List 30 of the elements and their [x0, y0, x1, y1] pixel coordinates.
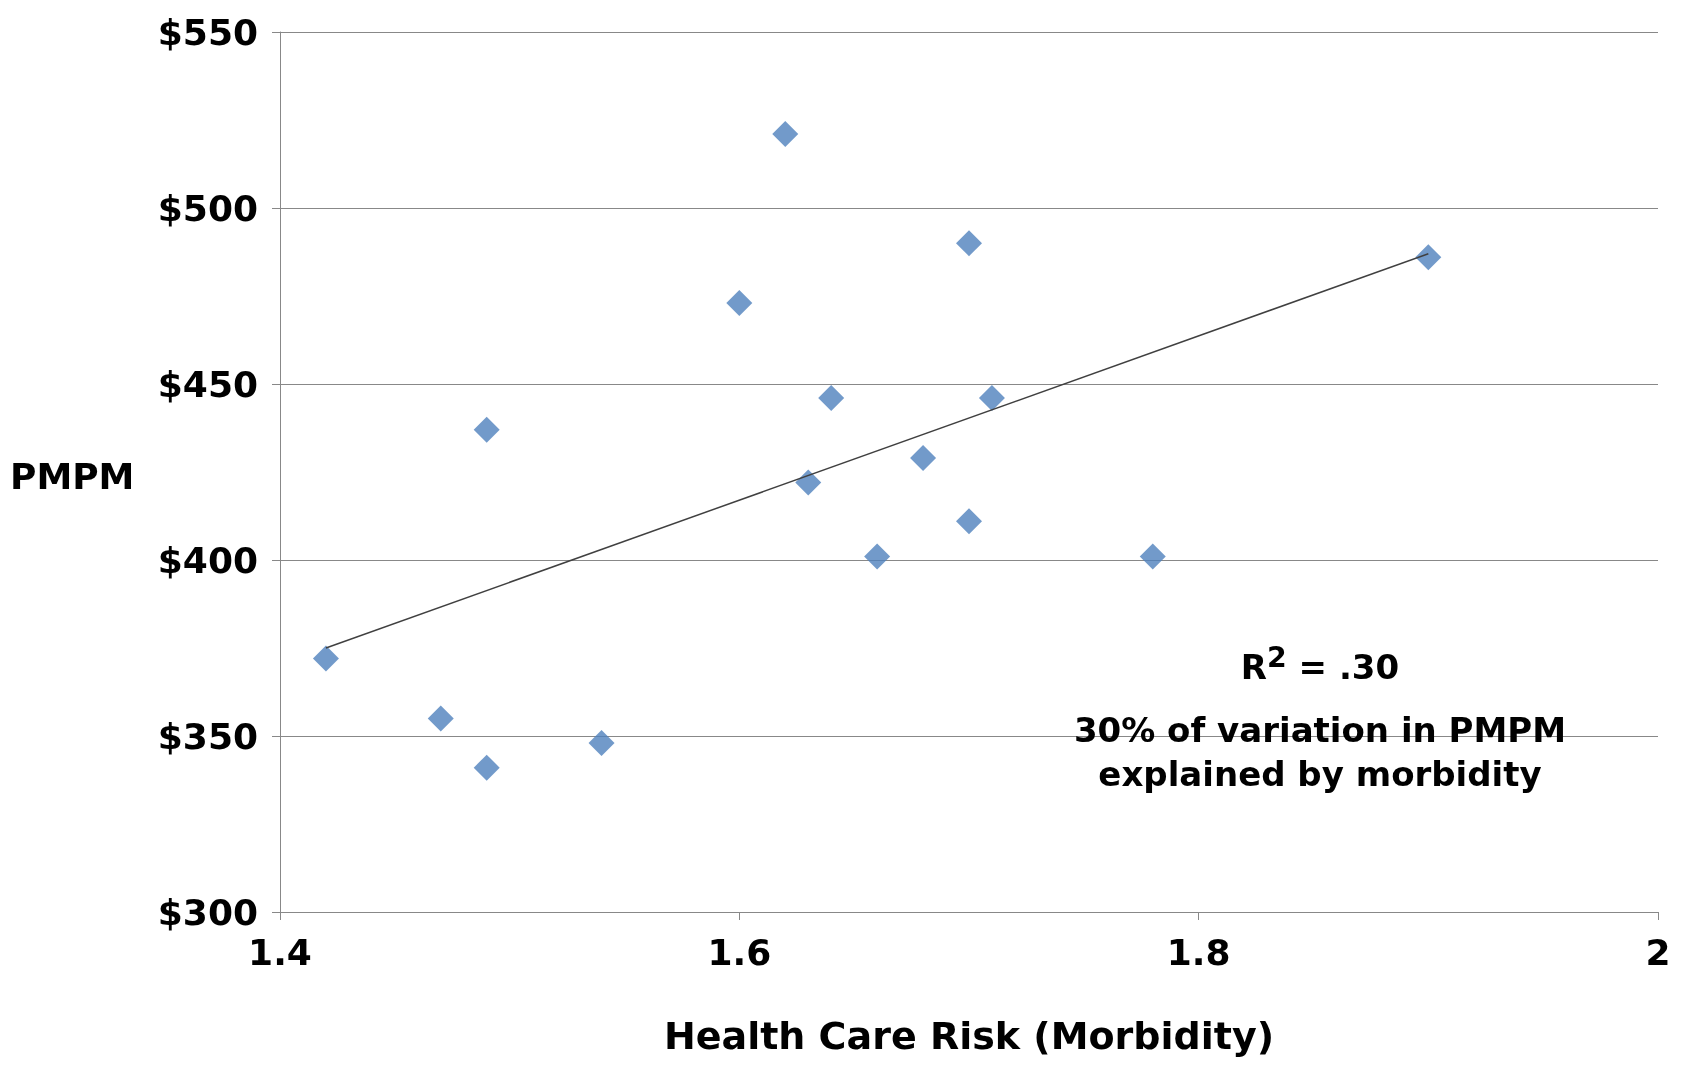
- x-tick-label: 1.4: [248, 931, 312, 973]
- point: [588, 730, 615, 757]
- y-tick-label: $550: [157, 11, 258, 53]
- y-tick-label: $400: [157, 539, 258, 581]
- annotation: 30% of variation in PMPM explained by morbidity: [1072, 708, 1568, 796]
- x-axis-title: Health Care Risk (Morbidity): [663, 1014, 1275, 1058]
- x-tick-label: 1.8: [1166, 931, 1231, 973]
- point: [818, 385, 845, 412]
- point: [473, 416, 500, 443]
- point: [772, 121, 799, 148]
- x-tick-label: 1.6: [707, 931, 772, 973]
- point: [978, 385, 1005, 412]
- y-tick-label: $350: [157, 715, 258, 757]
- point: [312, 645, 339, 672]
- y-axis-title: PMPM: [10, 455, 135, 497]
- point: [956, 230, 982, 257]
- point: [726, 290, 753, 317]
- point: [1139, 543, 1166, 570]
- point: [473, 754, 500, 781]
- y-tick-label: $450: [157, 363, 258, 405]
- annotation: R$^{2}$ = .30: [1239, 640, 1401, 690]
- point: [1415, 244, 1442, 271]
- point: [910, 444, 937, 471]
- y-tick-label: $500: [157, 187, 258, 229]
- x-tick-label: 2: [1645, 931, 1671, 973]
- point: [956, 508, 982, 535]
- point: [795, 469, 822, 496]
- point: [427, 705, 454, 732]
- y-tick-label: $300: [157, 891, 258, 933]
- point: [864, 543, 891, 570]
